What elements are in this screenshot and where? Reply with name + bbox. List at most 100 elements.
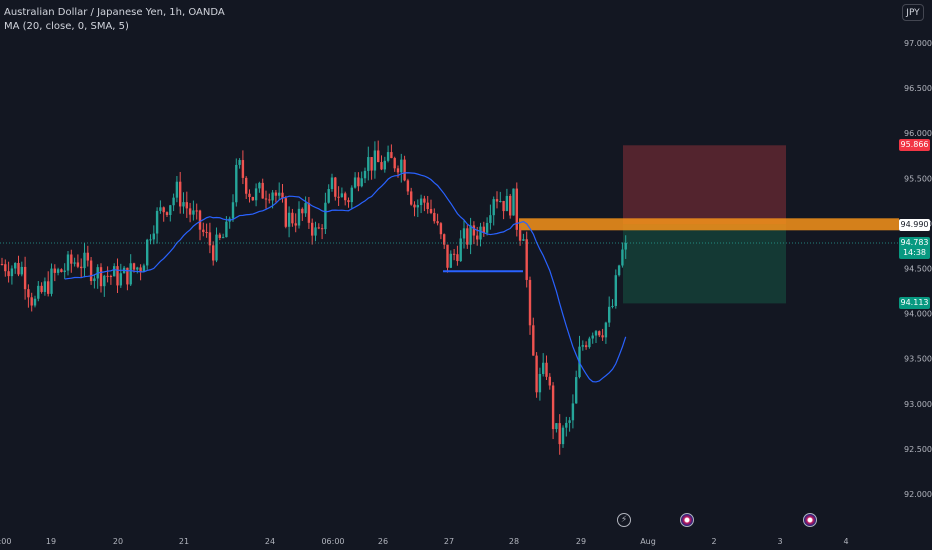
candle-body	[492, 199, 495, 216]
current-price-value: 94.783	[900, 238, 929, 247]
candle-body	[515, 188, 518, 230]
candle-body	[380, 162, 383, 170]
indicator-title[interactable]: MA (20, close, 0, SMA, 5)	[4, 21, 129, 32]
candle-body	[320, 228, 324, 230]
candle-body	[502, 201, 505, 212]
candle-body	[390, 152, 393, 159]
time-axis-label: 2	[711, 537, 716, 546]
candle-body	[429, 208, 433, 213]
candle-body	[30, 297, 33, 306]
au-flag-icon[interactable]	[680, 513, 694, 527]
price-axis[interactable]: 97.00096.50096.00095.50095.00094.50094.0…	[904, 39, 932, 499]
entry-price-tag: 94.990	[899, 219, 930, 231]
candle-body	[37, 285, 40, 299]
candle-body	[571, 403, 575, 421]
candle-body	[146, 239, 149, 266]
candle-body	[614, 275, 617, 306]
price-axis-label: 94.000	[904, 310, 932, 319]
candle-body	[617, 265, 621, 276]
candle-body	[56, 269, 60, 273]
candle-body	[588, 338, 591, 348]
candle-body	[129, 263, 132, 285]
currency-button[interactable]: JPY	[902, 4, 924, 21]
candle-body	[304, 203, 307, 214]
candle-body	[370, 157, 373, 171]
candle-body	[10, 268, 14, 277]
candle-body	[149, 239, 152, 241]
candle-body	[538, 373, 542, 393]
candle-body	[367, 157, 370, 171]
price-axis-label: 97.000	[904, 39, 932, 48]
candle-body	[20, 266, 23, 275]
candle-body	[436, 221, 439, 224]
price-axis-label: 92.500	[904, 445, 932, 454]
candle-body	[238, 160, 241, 165]
candle-body	[476, 235, 479, 240]
price-axis-label: 93.000	[904, 400, 932, 409]
price-axis-label: 95.500	[904, 174, 932, 183]
candle-body	[558, 423, 561, 445]
time-axis-label: 06:00	[321, 537, 344, 546]
au-flag-icon[interactable]	[803, 513, 817, 527]
candle-body	[103, 275, 106, 287]
candle-body	[509, 195, 512, 216]
candle-body	[264, 198, 268, 200]
candle-body	[604, 322, 608, 338]
price-axis-label: 96.500	[904, 84, 932, 93]
candle-body	[159, 207, 162, 211]
candle-body	[472, 225, 476, 236]
candle-body	[311, 222, 314, 236]
candle-body	[419, 198, 423, 206]
flash-icon[interactable]: ⚡	[617, 513, 631, 527]
candle-body	[83, 252, 86, 269]
candle-body	[278, 192, 281, 196]
candle-body	[281, 192, 284, 199]
candle-body	[4, 264, 7, 272]
candle-body	[287, 212, 291, 227]
candle-body	[568, 420, 571, 423]
price-axis-label: 96.000	[904, 129, 932, 138]
candle-body	[575, 377, 578, 404]
candle-body	[182, 202, 185, 207]
candle-body	[271, 192, 274, 201]
time-axis-label: 19	[46, 537, 56, 546]
candle-body	[462, 228, 466, 239]
candle-body	[413, 204, 416, 208]
candle-body	[410, 191, 413, 205]
candle-body	[185, 202, 188, 209]
candle-body	[251, 197, 254, 201]
entry-band-rect	[519, 218, 899, 231]
candle-body	[7, 271, 10, 277]
candle-body	[60, 269, 63, 272]
candle-body	[584, 345, 588, 348]
candle-body	[53, 268, 56, 273]
target-zone	[623, 224, 786, 304]
candle-body	[47, 281, 50, 294]
candle-body	[591, 335, 594, 339]
time-axis[interactable]: :00 19 20 21 24 06:00 26 27 28 29 Aug 2 3 4	[0, 537, 849, 546]
candle-body	[426, 202, 429, 209]
candle-body	[373, 150, 377, 171]
candle-body	[106, 275, 109, 277]
candle-body	[63, 270, 66, 272]
candle-body	[152, 233, 155, 240]
candle-body	[525, 239, 528, 280]
candle-body	[76, 262, 80, 267]
candle-body	[528, 279, 532, 326]
candle-body	[340, 193, 344, 198]
candle-body	[334, 177, 337, 197]
candle-body	[116, 266, 119, 286]
candle-body	[93, 278, 96, 282]
time-axis-label: 24	[265, 537, 275, 546]
price-axis-label: 94.500	[904, 265, 932, 274]
candle-body	[324, 202, 327, 230]
candle-body	[400, 159, 403, 173]
candle-body	[608, 306, 611, 323]
candle-body	[86, 252, 89, 261]
candle-body	[611, 305, 614, 307]
candle-body	[241, 160, 245, 178]
candle-body	[624, 242, 627, 250]
symbol-title[interactable]: Australian Dollar / Japanese Yen, 1h, OA…	[4, 7, 225, 18]
candle-body	[499, 201, 502, 203]
